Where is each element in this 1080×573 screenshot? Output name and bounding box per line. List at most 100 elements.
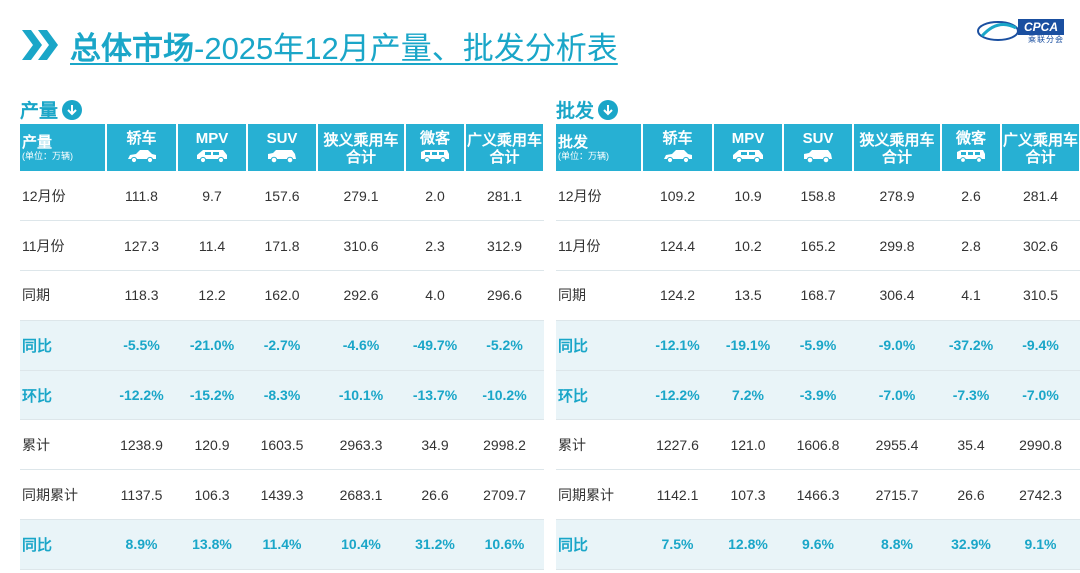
header-corner-cell: 产量 (单位：万辆)	[20, 124, 107, 171]
row-label: 同比	[20, 519, 106, 570]
table-cell: -12.1%	[642, 320, 713, 371]
column-header: MPV	[177, 124, 248, 171]
minivan-icon	[406, 149, 464, 167]
table-cell: 12.2	[177, 270, 247, 321]
production-table: 产量 (单位：万辆) 轿车 MPV SUV 狭义乘用车 合计 微客 广义乘用车 合计 12月份 11…	[20, 124, 545, 570]
table-cell: 8.8%	[853, 519, 941, 570]
table-cell: -12.2%	[106, 370, 177, 421]
table-cell: 124.2	[642, 270, 713, 321]
table-cell: 279.1	[317, 171, 405, 222]
row-label: 累计	[20, 419, 106, 471]
table-row: 同期累计 1137.5 106.3 1439.3 2683.1 26.6 2709.7	[20, 469, 544, 521]
table-cell: 4.1	[941, 270, 1001, 321]
table-cell: 10.6%	[465, 519, 544, 570]
minivan-icon	[942, 149, 1000, 167]
table-cell: 10.9	[713, 171, 783, 222]
row-label: 同期	[556, 270, 642, 321]
wholesale-section-label: 批发	[556, 96, 619, 123]
table-cell: -12.2%	[642, 370, 713, 421]
table-row: 同期 124.2 13.5 168.7 306.4 4.1 310.5	[556, 270, 1080, 321]
cpca-logo: CPCA	[976, 16, 1066, 46]
row-label: 环比	[556, 370, 642, 421]
row-label: 11月份	[20, 220, 106, 272]
table-cell: 26.6	[941, 469, 1001, 521]
table-cell: 2683.1	[317, 469, 405, 521]
sedan-icon	[107, 149, 176, 167]
column-header: 轿车	[642, 124, 714, 171]
double-chevron-icon	[22, 30, 60, 60]
table-cell: 299.8	[853, 220, 941, 272]
column-header: 狭义乘用车 合计	[317, 124, 406, 171]
table-cell: 2709.7	[465, 469, 544, 521]
mpv-icon	[178, 149, 246, 167]
table-cell: 9.7	[177, 171, 247, 222]
table-row: 同比 -5.5% -21.0% -2.7% -4.6% -49.7% -5.2%	[20, 320, 544, 371]
table-cell: 124.4	[642, 220, 713, 272]
table-cell: 121.0	[713, 419, 783, 471]
table-cell: -19.1%	[713, 320, 783, 371]
table-cell: 310.5	[1001, 270, 1080, 321]
table-cell: 26.6	[405, 469, 465, 521]
table-cell: -10.1%	[317, 370, 405, 421]
table-cell: 13.8%	[177, 519, 247, 570]
table-cell: 302.6	[1001, 220, 1080, 272]
column-header: 微客	[405, 124, 466, 171]
header-corner-cell: 批发 (单位：万辆)	[556, 124, 643, 171]
table-cell: 312.9	[465, 220, 544, 272]
page-title: 总体市场-2025年12月产量、批发分析表	[70, 30, 618, 66]
table-cell: -49.7%	[405, 320, 465, 371]
table-cell: 1603.5	[247, 419, 317, 471]
row-label: 同期累计	[20, 469, 106, 521]
table-cell: -21.0%	[177, 320, 247, 371]
table-cell: 2.3	[405, 220, 465, 272]
table-cell: 1227.6	[642, 419, 713, 471]
table-cell: 109.2	[642, 171, 713, 222]
table-cell: 171.8	[247, 220, 317, 272]
table-cell: 12.8%	[713, 519, 783, 570]
table-cell: 1137.5	[106, 469, 177, 521]
table-cell: 34.9	[405, 419, 465, 471]
table-cell: 32.9%	[941, 519, 1001, 570]
table-cell: 2.6	[941, 171, 1001, 222]
table-cell: 10.4%	[317, 519, 405, 570]
table-header-row: 产量 (单位：万辆) 轿车 MPV SUV 狭义乘用车 合计 微客 广义乘用车 合计	[20, 124, 545, 171]
table-cell: 1238.9	[106, 419, 177, 471]
table-row: 12月份 109.2 10.9 158.8 278.9 2.6 281.4	[556, 171, 1080, 222]
table-cell: 158.8	[783, 171, 853, 222]
column-header: 狭义乘用车 合计	[853, 124, 942, 171]
table-cell: -5.9%	[783, 320, 853, 371]
row-label: 11月份	[556, 220, 642, 272]
row-label: 12月份	[20, 171, 106, 222]
column-header: SUV	[783, 124, 854, 171]
column-header: 广义乘用车 合计	[465, 124, 545, 171]
table-row: 环比 -12.2% 7.2% -3.9% -7.0% -7.3% -7.0%	[556, 370, 1080, 421]
table-cell: -5.2%	[465, 320, 544, 371]
table-cell: 111.8	[106, 171, 177, 222]
column-header: 广义乘用车 合计	[1001, 124, 1080, 171]
table-row: 同比 8.9% 13.8% 11.4% 10.4% 31.2% 10.6%	[20, 519, 544, 570]
table-row: 12月份 111.8 9.7 157.6 279.1 2.0 281.1	[20, 171, 544, 222]
table-cell: 7.2%	[713, 370, 783, 421]
table-row: 11月份 127.3 11.4 171.8 310.6 2.3 312.9	[20, 220, 544, 272]
table-cell: 2963.3	[317, 419, 405, 471]
table-cell: -4.6%	[317, 320, 405, 371]
table-row: 同期累计 1142.1 107.3 1466.3 2715.7 26.6 2742.3	[556, 469, 1080, 521]
table-cell: -7.0%	[1001, 370, 1080, 421]
down-arrow-icon	[62, 99, 83, 120]
table-cell: 31.2%	[405, 519, 465, 570]
row-label: 12月份	[556, 171, 642, 222]
table-cell: 2955.4	[853, 419, 941, 471]
table-cell: 157.6	[247, 171, 317, 222]
column-header: SUV	[247, 124, 318, 171]
mpv-icon	[714, 149, 782, 167]
table-cell: -10.2%	[465, 370, 544, 421]
table-cell: -7.3%	[941, 370, 1001, 421]
table-cell: 292.6	[317, 270, 405, 321]
table-header-row: 批发 (单位：万辆) 轿车 MPV SUV 狭义乘用车 合计 微客 广义乘用车 合计	[556, 124, 1080, 171]
wholesale-table: 批发 (单位：万辆) 轿车 MPV SUV 狭义乘用车 合计 微客 广义乘用车 合计 12月份 10…	[556, 124, 1080, 570]
table-cell: 10.2	[713, 220, 783, 272]
table-cell: 118.3	[106, 270, 177, 321]
table-cell: 1142.1	[642, 469, 713, 521]
row-label: 同期累计	[556, 469, 642, 521]
table-cell: -13.7%	[405, 370, 465, 421]
